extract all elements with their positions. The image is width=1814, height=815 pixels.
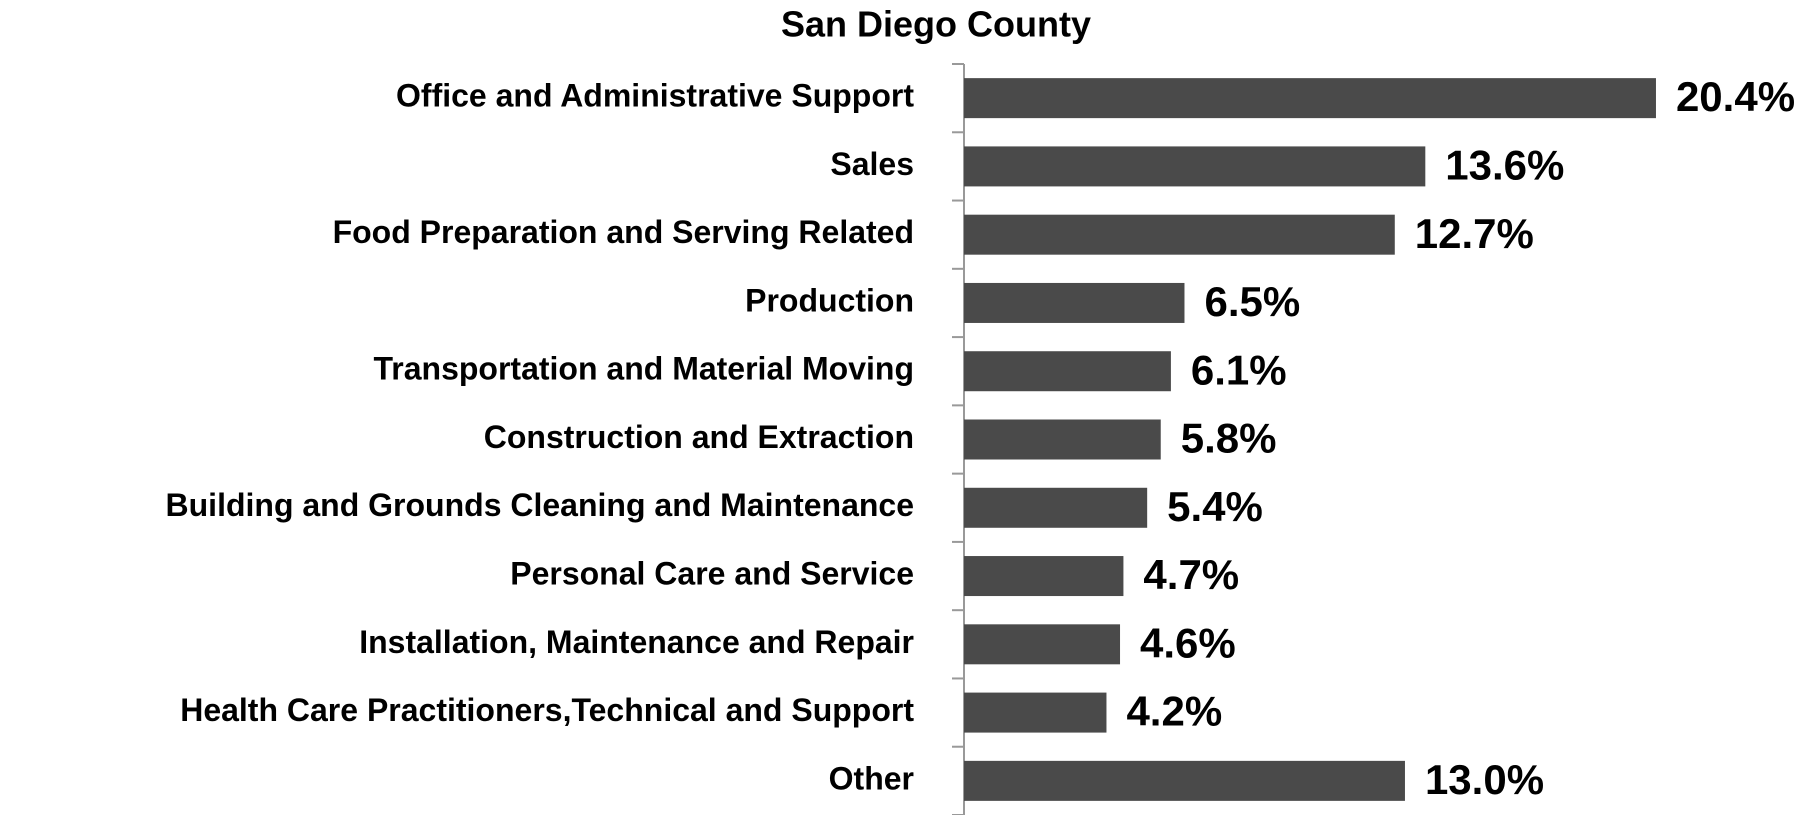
category-label: Health Care Practitioners,Technical and … [180,692,914,728]
bar [964,692,1107,733]
value-label: 20.4% [1676,73,1795,120]
bar [964,760,1405,801]
value-label: 5.4% [1167,483,1263,530]
value-label: 4.7% [1143,551,1239,598]
value-label: 12.7% [1415,210,1534,257]
bar [964,487,1148,528]
chart-title: San Diego County [781,4,1091,45]
bar [964,351,1171,392]
bar [964,419,1161,460]
bar [964,624,1121,665]
category-label: Food Preparation and Serving Related [333,214,914,250]
value-label: 6.5% [1204,278,1300,325]
bar [964,214,1395,255]
value-label: 4.2% [1126,688,1222,735]
bar [964,282,1185,323]
value-label: 5.8% [1181,415,1277,462]
category-label: Personal Care and Service [510,555,914,591]
category-label: Office and Administrative Support [396,78,914,114]
category-label: Construction and Extraction [484,419,914,455]
category-label: Sales [830,146,914,182]
bar [964,146,1426,187]
category-label: Other [829,760,914,796]
category-label: Production [745,282,914,318]
bar [964,78,1656,119]
category-label: Installation, Maintenance and Repair [359,624,914,660]
value-label: 4.6% [1140,619,1236,666]
category-label: Building and Grounds Cleaning and Mainte… [166,487,914,523]
value-label: 6.1% [1191,346,1287,393]
value-label: 13.6% [1445,142,1564,189]
value-label: 13.0% [1425,756,1544,803]
bar [964,556,1124,597]
category-label: Transportation and Material Moving [374,351,915,387]
